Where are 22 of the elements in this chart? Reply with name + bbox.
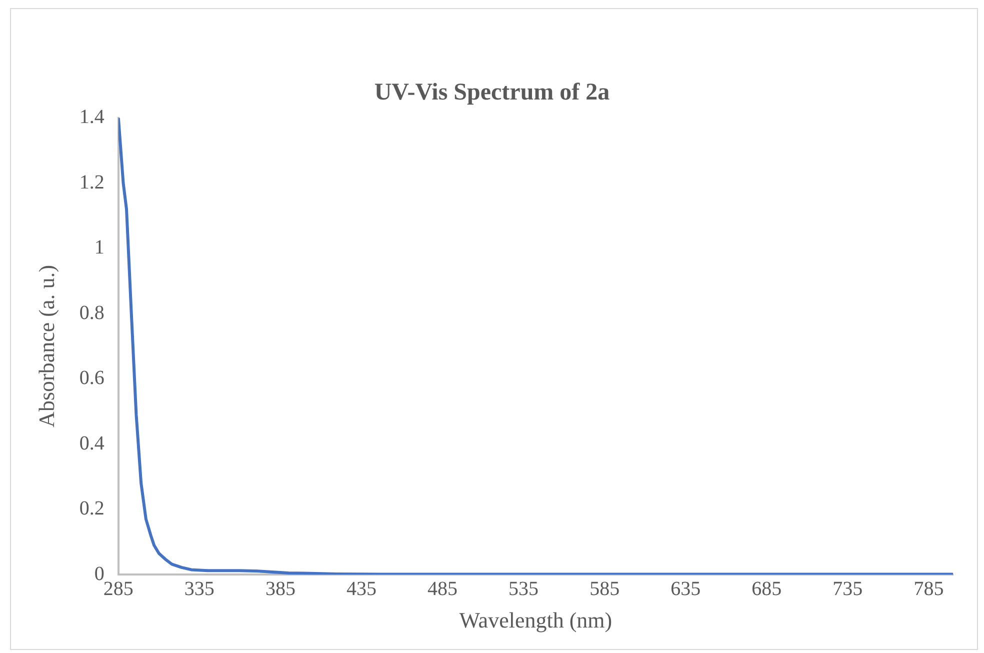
x-tick-label: 435 [346,578,376,600]
x-tick-label: 285 [103,578,134,600]
y-tick-label: 0.8 [79,302,104,324]
y-tick-label: 0.6 [79,367,104,390]
x-tick-label: 335 [184,578,214,600]
x-tick-label: 685 [752,578,782,600]
x-tick-label: 585 [590,578,620,600]
y-tick-label: 1 [94,236,104,259]
x-tick-label: 535 [508,578,539,600]
x-tick-label: 385 [265,578,296,600]
y-tick-label: 1.4 [79,106,104,128]
x-tick-label: 485 [428,578,458,600]
y-tick-label: 1.2 [79,171,104,194]
x-tick-label: 735 [832,578,863,600]
x-tick-label: 635 [670,578,701,600]
x-axis-title: Wavelength (nm) [459,608,612,633]
chart-title: UV-Vis Spectrum of 2a [374,80,610,106]
y-tick-label: 0 [94,562,104,585]
y-tick-label: 0.4 [79,432,104,454]
x-tick-label: 785 [914,578,944,600]
y-tick-label: 0.2 [79,498,104,520]
y-axis-title: Absorbance (a. u.) [34,264,59,428]
